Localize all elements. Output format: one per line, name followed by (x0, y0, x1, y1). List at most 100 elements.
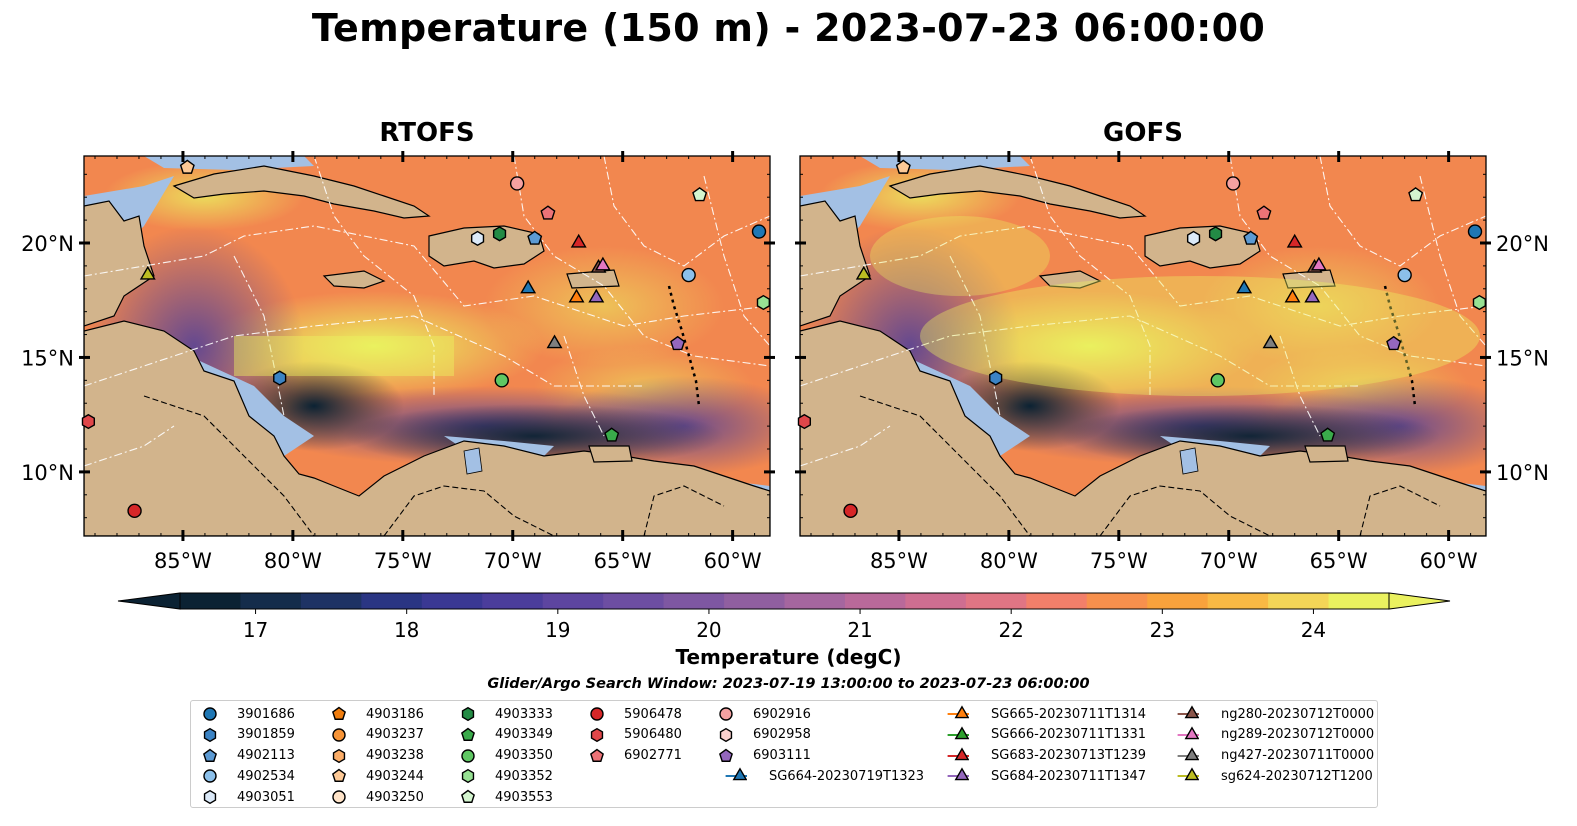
legend-label: 5906480 (624, 727, 682, 743)
legend-item: 3901686 (193, 704, 295, 724)
lon-tick-label: 85°W (154, 549, 212, 573)
legend-label: 4903250 (366, 789, 424, 805)
map-marker-SG665-20230711T1314 (1284, 288, 1301, 303)
map-marker-ng289-20230712T0000 (1310, 256, 1327, 271)
lat-tick-label: 20°N (1496, 232, 1549, 256)
legend-item: SG666-20230711T1331 (931, 725, 1146, 745)
map-marker-6903111 (1386, 335, 1402, 351)
lat-tick-label: 20°N (21, 232, 74, 256)
legend-marker-4903333 (461, 706, 475, 722)
legend-item: 6902771 (580, 746, 682, 766)
legend-item: 4903250 (322, 787, 424, 807)
map-rtofs (83, 155, 771, 537)
legend-label: SG664-20230719T1323 (769, 768, 925, 784)
legend-marker-icon (461, 727, 475, 741)
legend-marker-ng289-20230712T0000 (1177, 726, 1199, 740)
colorbar-segment (965, 593, 1027, 609)
map-marker-SG683-20230713T1239 (570, 233, 587, 248)
legend-marker-icon (332, 748, 346, 763)
map-marker-SG684-20230711T1347 (1304, 288, 1321, 303)
legend-marker-ng427-20230711T0000 (1177, 746, 1199, 760)
colorbar-segment (1328, 593, 1390, 609)
legend-label: 4903352 (495, 768, 553, 784)
lon-tick-label: 80°W (980, 549, 1038, 573)
legend-label: 4902113 (237, 748, 295, 764)
legend-marker-4903352 (461, 769, 475, 784)
colorbar-segment (844, 593, 906, 609)
map-marker-5906480 (797, 413, 812, 430)
map-gofs (799, 155, 1487, 537)
legend-marker-icon (1177, 705, 1199, 719)
legend-marker-4903244 (332, 769, 346, 783)
lat-tick-label: 10°N (1496, 461, 1549, 485)
legend-marker-icon (719, 748, 733, 762)
map-marker-4903051 (470, 230, 485, 247)
legend-label: 4903238 (366, 748, 424, 764)
colorbar-segment (421, 593, 483, 609)
legend-marker-SG665-20230711T1314 (947, 705, 969, 719)
legend-marker-icon (947, 726, 969, 740)
map-marker-6903111 (670, 335, 686, 351)
legend-item: 3901859 (193, 725, 295, 745)
legend-marker-icon (203, 707, 217, 721)
legend-marker-icon (947, 767, 969, 781)
legend-marker-icon (590, 748, 604, 762)
legend-marker-icon (725, 767, 747, 781)
map-marker-4903553 (1408, 187, 1424, 202)
lon-tick-label: 75°W (374, 549, 432, 573)
legend-marker-4903350 (461, 748, 475, 763)
colorbar-segment (1026, 593, 1088, 609)
legend: 3901686 3901859 4902113 4902534 4903051 49031… (190, 700, 1378, 808)
colorbar-segment (542, 593, 604, 609)
legend-item: 6902958 (709, 725, 811, 745)
legend-label: SG684-20230711T1347 (991, 768, 1147, 784)
legend-marker-6903111 (719, 748, 733, 762)
lon-tick-label: 85°W (870, 549, 928, 573)
map-marker-4903350 (1210, 373, 1225, 388)
legend-label: ng280-20230712T0000 (1221, 706, 1375, 722)
colorbar-segment (300, 593, 362, 609)
map-marker-5906478 (127, 503, 142, 519)
map-marker-6902771 (1256, 205, 1272, 220)
legend-label: ng427-20230711T0000 (1221, 748, 1375, 764)
legend-item: 6902916 (709, 704, 811, 724)
legend-marker-icon (461, 769, 475, 784)
legend-marker-4903237 (332, 728, 346, 742)
map-marker-5906480 (81, 413, 96, 430)
legend-item: 4903186 (322, 704, 424, 724)
colorbar-segment (905, 593, 967, 609)
colorbar-tick-label: 23 (1150, 618, 1175, 642)
legend-marker-icon (203, 769, 217, 784)
legend-item: 4903352 (451, 766, 553, 786)
colorbar-tick-label: 19 (545, 618, 570, 642)
colorbar-tick-label: 21 (847, 618, 872, 642)
colorbar-segment (482, 593, 544, 609)
legend-marker-icon (203, 790, 217, 805)
legend-label: 6902916 (753, 706, 811, 722)
legend-item: 4903237 (322, 725, 424, 745)
legend-item: 4902113 (193, 746, 295, 766)
map-marker-3901686 (751, 224, 767, 239)
legend-item: 4903553 (451, 787, 553, 807)
colorbar-segment (603, 593, 665, 609)
legend-label: 4903186 (366, 706, 424, 722)
colorbar-tick-label: 20 (696, 618, 721, 642)
legend-marker-icon (719, 727, 733, 742)
map-marker-4902113 (1243, 230, 1259, 245)
map-marker-5906478 (843, 503, 858, 519)
legend-marker-icon (590, 727, 604, 742)
legend-marker-3901686 (203, 707, 217, 721)
legend-marker-3901859 (203, 727, 217, 742)
colorbar-tick-label: 22 (998, 618, 1023, 642)
legend-marker-4903186 (332, 706, 346, 720)
legend-marker-5906478 (590, 707, 604, 721)
legend-marker-5906480 (590, 727, 604, 742)
lat-tick-label: 15°N (1496, 346, 1549, 370)
colorbar: 17 18 19 20 21 22 23 24 (117, 592, 1451, 642)
map-markers (81, 159, 1487, 519)
colorbar-label: Temperature (degC) (675, 645, 902, 669)
legend-label: 6902771 (624, 748, 682, 764)
legend-marker-SG683-20230713T1239 (947, 746, 969, 760)
lat-tick-label: 10°N (21, 461, 74, 485)
map-marker-6902771 (540, 205, 556, 220)
